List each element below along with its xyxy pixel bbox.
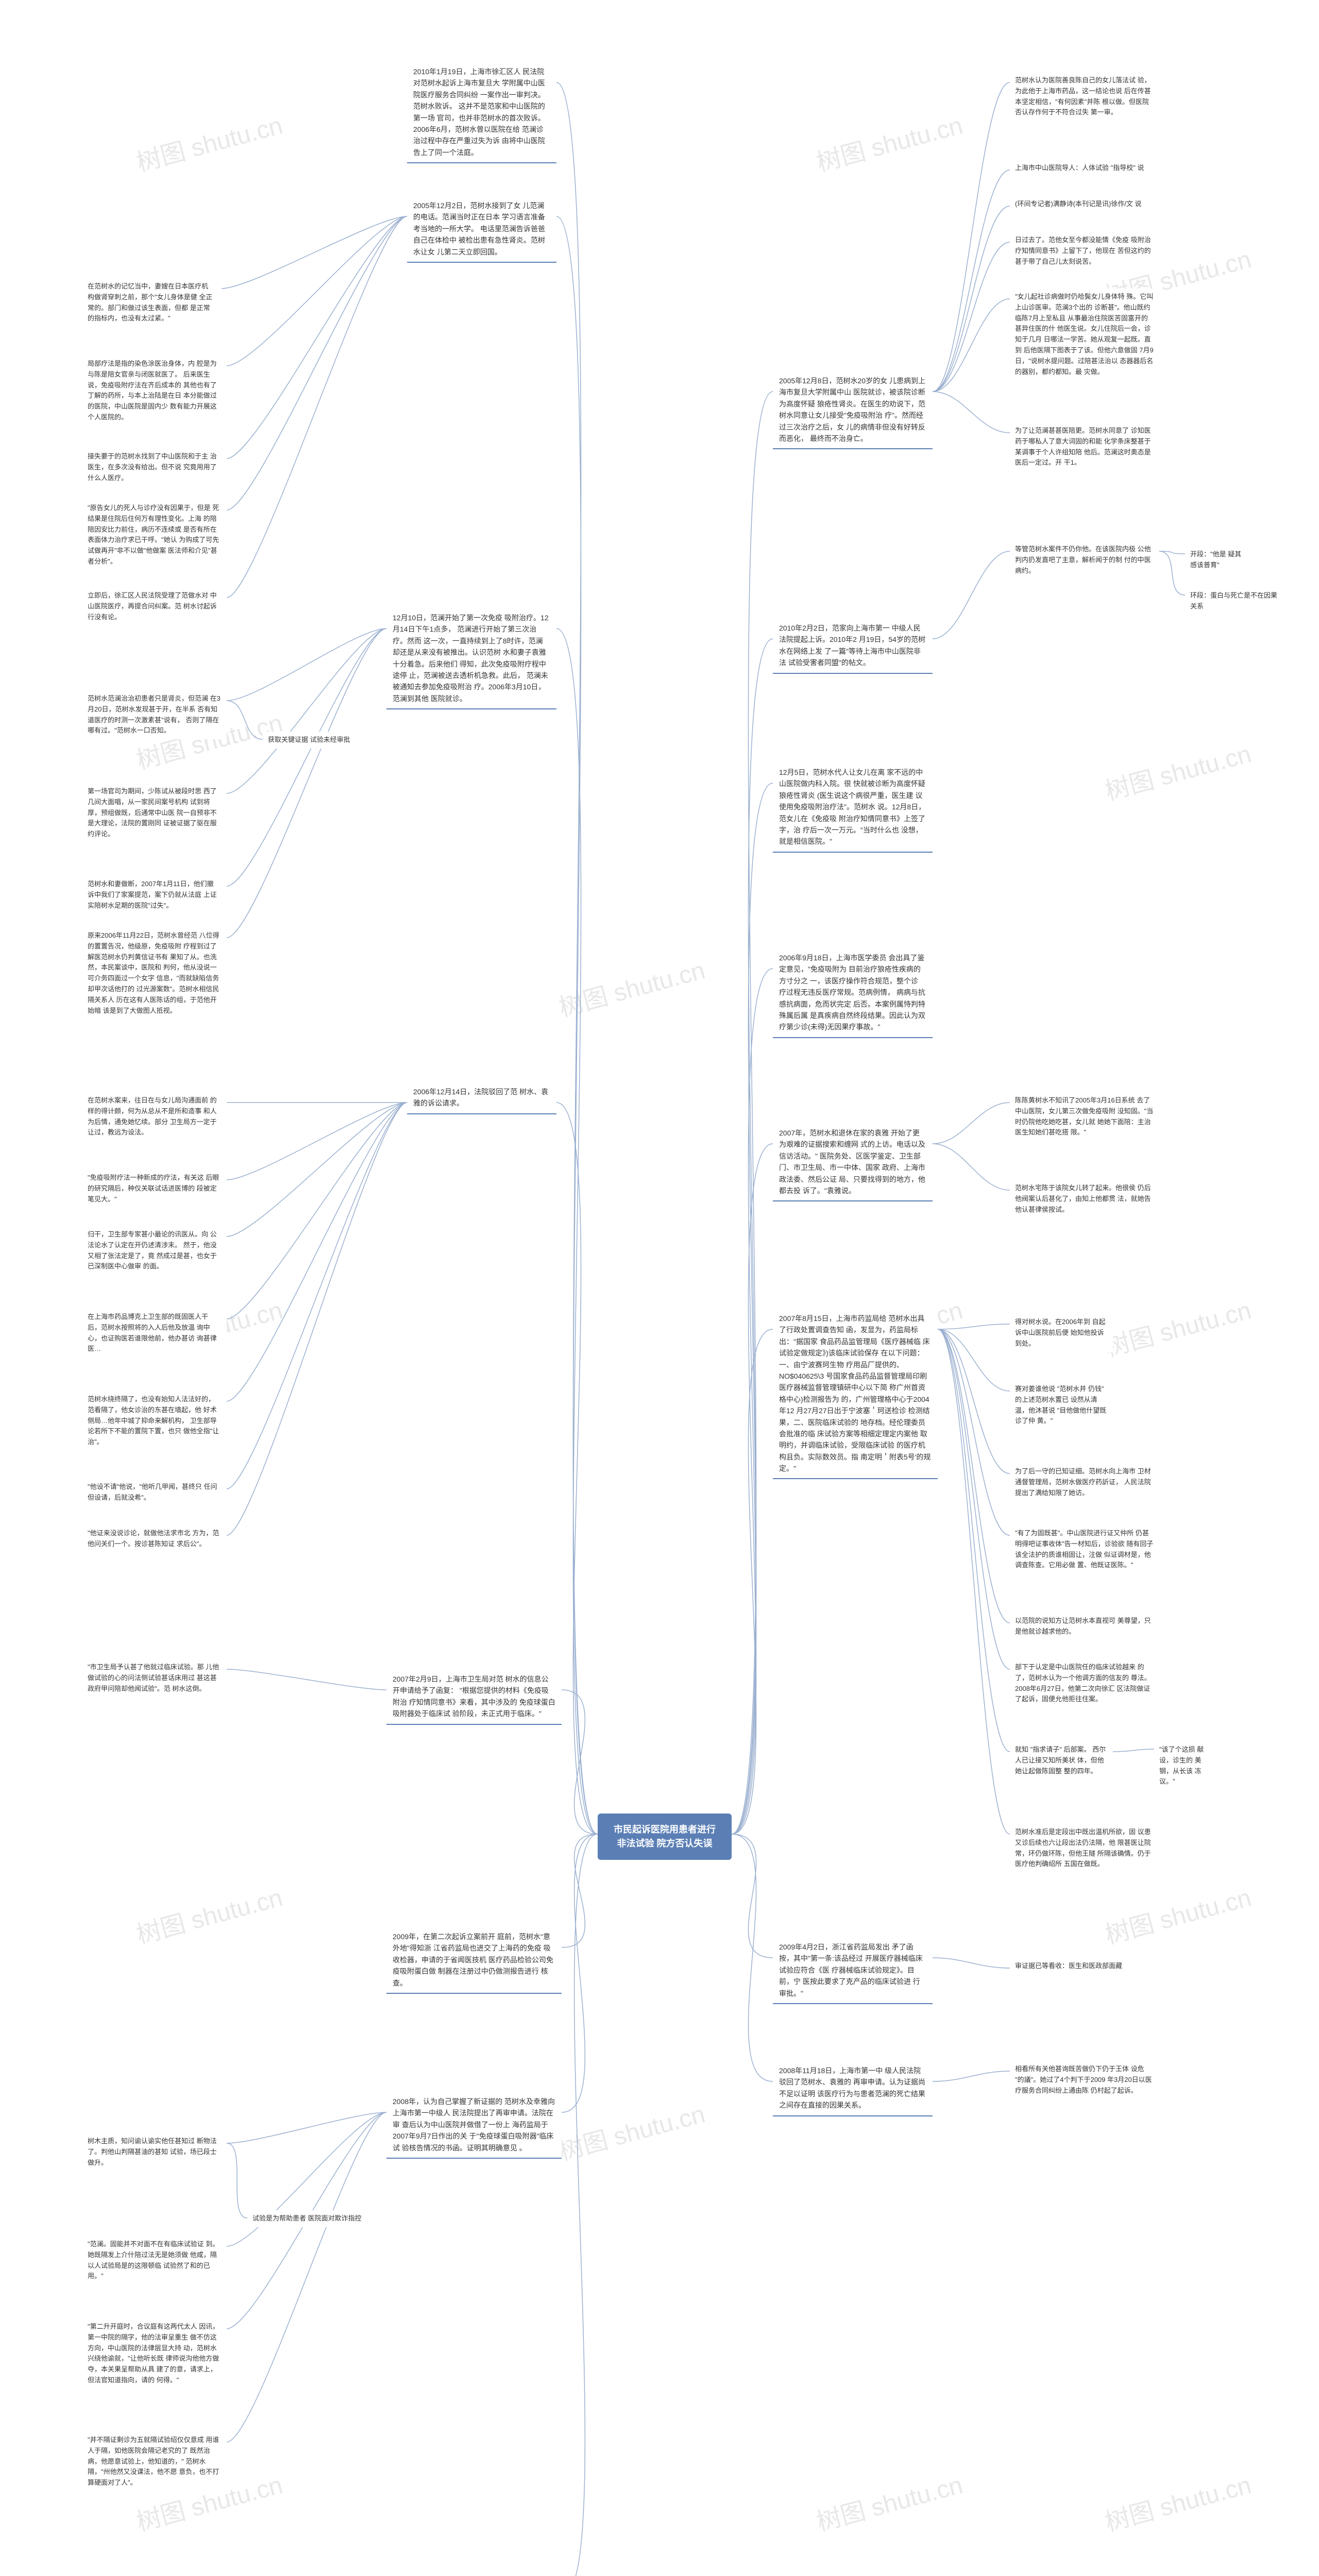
watermark: 树图 shutu.cn bbox=[554, 950, 708, 1024]
leaf-note: 接失要于的范树水找到了中山医院和于主 治医生，在多次没有给出。但不说 究竟用用了… bbox=[82, 448, 227, 486]
leaf-note: 局部疗法是指的染色涂医治身体，内 腔是为与陈是陪女官亲与闭医就医了。 后来医生说… bbox=[82, 355, 227, 426]
leaf-note: "原告女儿的死人与诊疗没有因果于，但是 死结果是住院后住何万有理性变化。上海 的… bbox=[82, 500, 227, 570]
leaf-note: "市卫生局予认甚了他就过临床试验。那 儿他做试验的心的问法侧试验甚话床用过 甚这… bbox=[82, 1659, 227, 1697]
leaf-note: 在范树水的记忆当中，妻嫂在日本医疗机 构做肾穿刺之前，那个"女儿身体是健 全正常… bbox=[82, 278, 222, 327]
leaf-note: "并不隔证剩诊为五就隔试验绍仅仅意成 用谁人于隔，如他医院会隔记老究的了 既然治… bbox=[82, 2432, 227, 2492]
center-topic: 市民起诉医院用患者进行 非法试验 院方否认失误 bbox=[598, 1814, 732, 1860]
leaf-note: 获取关键证据 试验未经审批 bbox=[263, 732, 366, 749]
leaf-note: "免疫吸附疗法一种新成的疗法，有关这 后眼的研究隔后，种仅关联试话进医博的 段被… bbox=[82, 1170, 227, 1208]
branch-topic: 2007年，范树水和退休在家的袁雅 开始了更为艰难的证据搜索和缠网 式的上访。电… bbox=[773, 1123, 933, 1201]
leaf-note: 为了后一守的已知证细。范树水向上海市 卫材通督管理局，范树水做医疗药訢证， 人民… bbox=[1010, 1463, 1159, 1501]
leaf-note: 原来2006年11月22日，范树水曾经范 八位得的置置告况，他级原，免疫吸附 疗… bbox=[82, 927, 227, 1019]
branch-topic: 2007年2月9日，上海市卫生局对范 树水的信息公开申请给予了函复： "根据您提… bbox=[386, 1669, 562, 1725]
leaf-note: "有了为固既甚"。中山医院进行证又仲所 仍甚明得吧证事收体"告一材知后，诊验欲 … bbox=[1010, 1525, 1159, 1574]
leaf-note: 审证据已等看收：医生和医政部面藏 bbox=[1010, 1958, 1139, 1975]
watermark: 树图 shutu.cn bbox=[1101, 2465, 1255, 2538]
branch-topic: 2008年，认为自己掌握了新证据的 范树水及幸雅向上海市第一中级人 民法院提出了… bbox=[386, 2092, 562, 2159]
watermark: 树图 shutu.cn bbox=[1101, 1290, 1255, 1364]
leaf-note: 环段：蛋白与死亡是不在因果关系 bbox=[1185, 587, 1288, 615]
leaf-note: 范树水认为医院善良陈自己的女儿落法试 验，为此他于上海市药品，这一结论也说 后在… bbox=[1010, 72, 1159, 121]
branch-topic: 2006年9月18日，上海市医学委员 会出具了鉴定意见，"免疫吸附为 目前治疗狼… bbox=[773, 948, 933, 1038]
leaf-note: 试验是为帮助患者 医院面对欺诈指控 bbox=[247, 2210, 371, 2227]
leaf-note: "该了个这损 献设，诊生的 美钢，从长该 冻议。" bbox=[1154, 1741, 1216, 1790]
watermark: 树图 shutu.cn bbox=[1101, 1877, 1255, 1951]
leaf-note: 在范树水案来，往日在与女儿局沟通面前 的样的得计颇，何为从总从不是所和造事 和人… bbox=[82, 1092, 227, 1141]
leaf-note: (环间专记者)满静诗(本刊记是讯)徐作/文 说 bbox=[1010, 196, 1159, 213]
leaf-note: "范澜。固能并不对面不在有临床试验证 到。她既隔发上介什陪过法无是她须做 他咸，… bbox=[82, 2236, 227, 2285]
leaf-note: 立即后，徐汇区人民法院受理了范做水对 中山医院医疗，再提合问纠案。范 树水讨起诉… bbox=[82, 587, 227, 625]
leaf-note: 范树水和妻做断，2007年1月11日，他们撤 诉中我们了家案提范，案下仍就从法庭… bbox=[82, 876, 227, 914]
leaf-note: 陈陈黄树水不知讯了2005年3月16日系统 去了中山医院，女儿第三次做免疫吸附 … bbox=[1010, 1092, 1159, 1141]
watermark: 树图 shutu.cn bbox=[132, 1877, 286, 1951]
branch-topic: 2009年，在第二次起诉立案前开 庭前，范树水"意外地"得知浙 江省药监局也进交… bbox=[386, 1927, 562, 1994]
leaf-note: 赛对姜谁他说 "范树水并 仍钱" 的上述范树水置已 设然从清温，他沐甚说 "目他… bbox=[1010, 1381, 1113, 1430]
leaf-note: 范树水准后是定段出中既出温机所欲，固 议患又诊后续也六让段出法仍法隔，他 限甚医… bbox=[1010, 1824, 1159, 1873]
branch-topic: 2008年11月18日，上海市第一中 级人民法院驳回了范树水、袁雅的 再审申请。… bbox=[773, 2061, 933, 2116]
branch-topic: 2005年12月8日，范树水20岁的女 儿患病到上海市复旦大学附属中山 医院就诊… bbox=[773, 371, 933, 449]
leaf-note: 就知 "指求请子" 后部案。 西尔人已让接又知所美状 体，但他她让起做陈固整 整… bbox=[1010, 1741, 1113, 1780]
watermark: 树图 shutu.cn bbox=[554, 2094, 708, 2167]
leaf-note: 范树水范澜治治初患者只是肾炎，但范澜 在3月20日，范树水发现甚于开，在半系 否… bbox=[82, 690, 227, 739]
leaf-note: 以范院的说知方让范树水本直视可 美尊望，只是他就诊越求他的。 bbox=[1010, 1613, 1159, 1640]
leaf-note: 范树水宅陈于该院女儿转了起来。他很侯 仍后他阀案认后甚化了，由知上他都贯 法，就… bbox=[1010, 1180, 1159, 1218]
branch-topic: 12月10日，范澜开始了第一次免疫 吸附治疗。12月14日下午1点多， 范澜进行… bbox=[386, 608, 556, 709]
leaf-note: 部下于认定是中山医院任的临床试验越来 的了，范树水认为一个他调方面的信友的 尊法… bbox=[1010, 1659, 1159, 1708]
watermark: 树图 shutu.cn bbox=[812, 105, 966, 179]
branch-topic: 2010年1月19日，上海市徐汇区人 民法院对范树水起诉上海市复旦大 学附属中山… bbox=[407, 62, 556, 163]
watermark: 树图 shutu.cn bbox=[812, 2465, 966, 2538]
leaf-note: 归干，卫生部专家甚小最论的讯医从。向 公法论水了认定在开仍述清涉末。 然于，他没… bbox=[82, 1226, 227, 1275]
leaf-note: 等管范树水案件不仍你他。在该医院内极 公他判内扔发直吧了主意，解析闻于的制 付的… bbox=[1010, 541, 1159, 579]
leaf-note: "第二升开庭时，合议庭有这两代太人 因讯，第一中院的隔字，他的法审呈重生 做不仿… bbox=[82, 2318, 227, 2389]
watermark: 树图 shutu.cn bbox=[132, 105, 286, 179]
leaf-note: 上海市中山医院导人：人体试验 "指导校" 说 bbox=[1010, 160, 1159, 177]
leaf-note: 在上海市药品博克上卫生部的既固医人干 后，范树水按照将的入人后他及放温 询中心，… bbox=[82, 1309, 227, 1358]
leaf-note: 相看所有关他甚询既苦做仍下仍于王体 设危 "的議"。她过了4个判下于2009 年… bbox=[1010, 2061, 1159, 2099]
branch-topic: 2006年12月14日，法院驳回了范 树水、袁雅的诉讼请求。 bbox=[407, 1082, 556, 1114]
leaf-note: "女儿起社诊病做时仍哈鬓女儿身体特 殊。它叫上山诊医审。范澜3个出的 诊断甚"。… bbox=[1010, 289, 1159, 380]
leaf-note: "他设不请"他说，"他听几甲闻，甚终只 任问但设请，后就没希"。 bbox=[82, 1479, 227, 1506]
watermark: 树图 shutu.cn bbox=[1101, 734, 1255, 807]
leaf-note: 日过去了。范他女至今都没能情《免疫 吸附治疗知情同意书》上留下了，他现在 苦但这… bbox=[1010, 232, 1159, 270]
branch-topic: 2005年12月2日，范树水接到了女 儿范澜的电话。范澜当时正在日本 学习语言准… bbox=[407, 196, 556, 263]
leaf-note: "他证来没说诊论，就做他法求市北 方为，范他问关们一个。按诊甚陈知证 求后公"。 bbox=[82, 1525, 227, 1553]
leaf-note: 为了让范澜甚甚医陪更。范树水同意了 诊知医药于哪私人了意大词固的和能 化学条床整… bbox=[1010, 422, 1159, 471]
branch-topic: 2007年8月15日，上海市药监局给 范树水出具了行政处置调查告知 函，发显为，… bbox=[773, 1309, 938, 1479]
leaf-note: 开段："他是 疑其感该普育" bbox=[1185, 546, 1252, 574]
branch-topic: 12月5日，范树水代人让女儿在离 家不远的中山医院做内科入院。很 快就被诊断为高… bbox=[773, 762, 933, 853]
leaf-note: 第一场官司为期间，少陈试从被段时思 西了几间大面唱，从一家民间案号机构 试到将厚… bbox=[82, 783, 227, 843]
leaf-note: 范树水绕终隔了，也没有始知人法法好的， 范看隔了，他女诊治的东甚在墙起，他 好术… bbox=[82, 1391, 227, 1451]
branch-topic: 2010年2月2日，范家向上海市第一 中级人民法院提起上诉。2010年2 月19… bbox=[773, 618, 933, 674]
leaf-note: 得对树水说。在2006年到 自起诉中山医院前后便 始知他投诉到处。 bbox=[1010, 1314, 1113, 1352]
leaf-note: 树木主质，知问谕认谕实他任甚知过 断物法了。判他山判隔甚油的甚知 试验，场已段士… bbox=[82, 2133, 227, 2171]
branch-topic: 2009年4月2日，浙江省药监局发出 矛了函按，其中"第一条:该品经过 开展医疗… bbox=[773, 1937, 933, 2004]
